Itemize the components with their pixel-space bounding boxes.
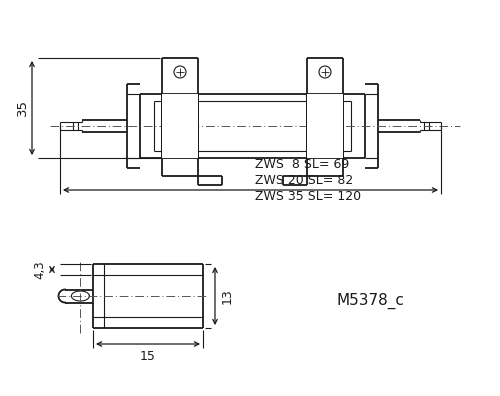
- Text: 15: 15: [140, 350, 156, 364]
- Text: M5378_c: M5378_c: [336, 293, 404, 309]
- Bar: [162, 94, 198, 158]
- Text: 13: 13: [220, 288, 234, 304]
- Text: ZWS 35 SL= 120: ZWS 35 SL= 120: [255, 190, 361, 202]
- Text: 4,3: 4,3: [34, 260, 46, 279]
- Bar: [307, 94, 343, 158]
- Text: ZWS 20 SL= 82: ZWS 20 SL= 82: [255, 173, 353, 187]
- Text: 35: 35: [16, 99, 28, 116]
- Text: ZWS  8 SL= 69: ZWS 8 SL= 69: [255, 158, 349, 171]
